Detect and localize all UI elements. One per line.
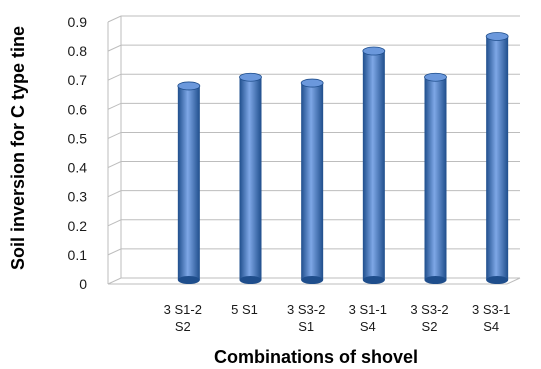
gridline-8 — [107, 44, 520, 52]
y-tick-label: 0.2 — [68, 218, 88, 234]
y-tick-label: 0.1 — [68, 247, 88, 263]
y-tick-label: 0.5 — [68, 130, 88, 146]
x-category-label: 3 S3-1 — [472, 302, 510, 317]
bar-top — [300, 78, 324, 88]
bar-1 — [177, 81, 201, 284]
bar-top — [424, 72, 447, 82]
bar-6 — [485, 32, 509, 284]
x-axis-category-labels: 3 S1-2 S2 5 S1 3 S3-2 S1 3 S1-1 S4 3 S3-2 S2 3 S3… — [164, 302, 511, 334]
bar-body — [362, 51, 385, 281]
bar-body — [486, 36, 509, 280]
x-category-label: S4 — [360, 319, 376, 334]
y-tick-label: 0.9 — [68, 14, 88, 30]
bar-series — [177, 32, 509, 284]
x-category-label: S1 — [298, 319, 314, 334]
y-axis-title: Soil inversion for C type tine — [8, 26, 28, 270]
y-tick-label: 0.4 — [68, 160, 88, 176]
y-tick-label: 0.8 — [68, 43, 88, 59]
bar-body — [301, 83, 324, 281]
gridline-9 — [107, 15, 520, 23]
bar-base — [362, 276, 385, 284]
bar-body — [177, 85, 200, 280]
bar-top — [239, 72, 262, 82]
bar-4 — [362, 46, 386, 284]
x-category-label: 3 S1-2 — [164, 302, 202, 317]
y-tick-label: 0.3 — [68, 189, 88, 205]
bar-base — [301, 276, 324, 284]
x-category-label: S2 — [175, 319, 191, 334]
bar-5 — [424, 72, 447, 284]
bar-2 — [239, 72, 262, 284]
floor-edge — [108, 277, 521, 285]
x-category-label: 5 S1 — [231, 302, 258, 317]
bar-body — [424, 77, 447, 280]
bar-base — [177, 276, 200, 284]
bar-top — [177, 81, 201, 91]
bar-base — [239, 276, 262, 284]
y-tick-label: 0.7 — [68, 72, 88, 88]
bar-base — [424, 276, 447, 284]
bar-base — [486, 276, 509, 284]
y-tick-label: 0.6 — [68, 101, 88, 117]
chart-gridlines — [107, 15, 521, 285]
x-category-label: 3 S3-2 — [410, 302, 448, 317]
y-axis-ticks: 0 0.1 0.2 0.3 0.4 0.5 0.6 0.7 0.8 0.9 — [68, 14, 88, 292]
x-category-label: 3 S1-1 — [349, 302, 387, 317]
bar-top — [362, 46, 386, 56]
bar-body — [239, 77, 262, 280]
x-axis-title: Combinations of shovel — [214, 347, 418, 367]
y-tick-label: 0 — [79, 276, 87, 292]
bar-3 — [300, 78, 324, 284]
x-category-label: S4 — [483, 319, 499, 334]
x-category-label: S2 — [422, 319, 438, 334]
bar-top — [485, 32, 509, 41]
x-category-label: 3 S3-2 — [287, 302, 325, 317]
